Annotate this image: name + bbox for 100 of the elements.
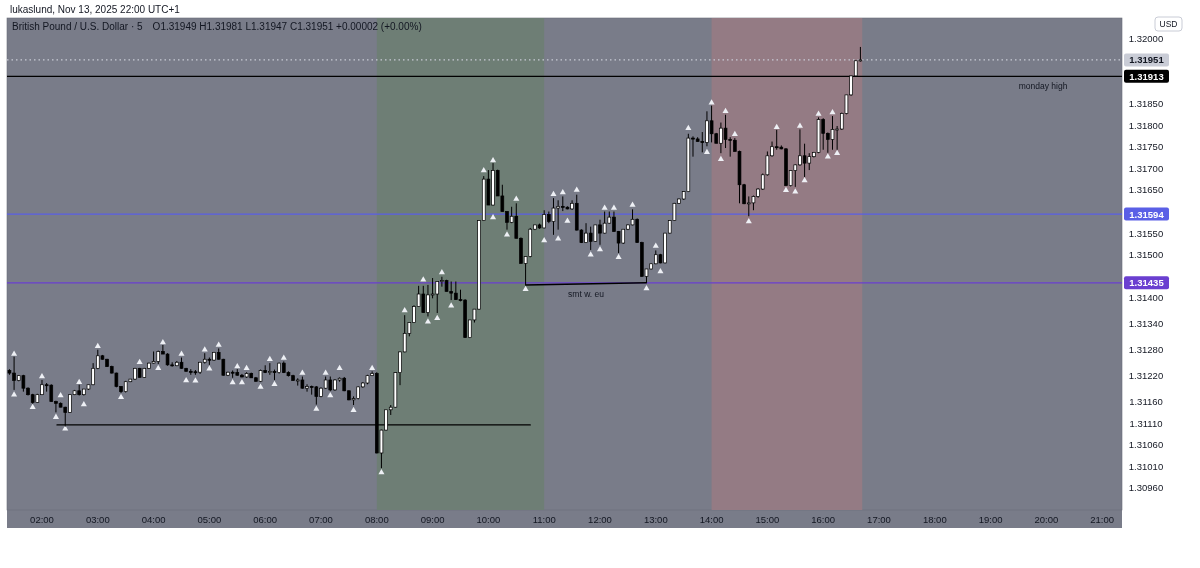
candlestick [314, 385, 319, 406]
point [350, 406, 357, 412]
ref-line-label: 1.31594 [1129, 208, 1165, 220]
point [62, 425, 69, 431]
x-tick-label: 07:00 [309, 513, 333, 525]
candlestick [723, 114, 728, 149]
x-tick-label: 17:00 [867, 513, 891, 525]
point [480, 166, 487, 173]
x-tick-label: 12:00 [588, 513, 612, 525]
point [438, 268, 445, 275]
ref-line-label: 1.31435 [1129, 277, 1165, 289]
y-tick-label: 1.31550 [1128, 227, 1164, 239]
point [52, 413, 59, 419]
point [118, 393, 125, 400]
point [29, 403, 36, 409]
point [782, 186, 790, 193]
point [717, 155, 724, 162]
point [336, 364, 343, 371]
point [299, 369, 306, 375]
point [815, 110, 822, 116]
y-tick-label: 1.31850 [1128, 98, 1164, 110]
chart-subtitle: O1.31949 H1.31981 L1.31947 C1.31951 +0.00002 (+0.00%) [152, 20, 422, 32]
y-tick-label: 1.31650 [1128, 184, 1164, 196]
y-tick-label: 1.31110 [1129, 417, 1163, 429]
point [155, 364, 162, 371]
point [652, 242, 659, 248]
y-tick-label: 1.31220 [1128, 370, 1164, 382]
point [243, 364, 250, 371]
point [183, 376, 190, 383]
y-tick-label: 1.31800 [1128, 119, 1164, 131]
x-tick-label: 16:00 [811, 513, 836, 525]
point [643, 284, 650, 291]
y-tick-label: 1.31280 [1128, 344, 1164, 356]
point [322, 369, 329, 375]
x-tick-label: 19:00 [978, 513, 1003, 525]
point [731, 130, 738, 136]
y-axis-title: USD [1159, 19, 1178, 29]
point [94, 342, 101, 349]
point [369, 364, 376, 371]
x-tick-label: 08:00 [364, 513, 389, 525]
x-tick-label: 20:00 [1034, 513, 1059, 525]
point [513, 195, 520, 201]
point [522, 285, 529, 292]
y-tick-label: 1.31400 [1128, 292, 1164, 304]
point [192, 377, 199, 383]
point [11, 350, 18, 356]
y-tick-label: 1.31340 [1128, 318, 1164, 330]
annotation: monday high [1018, 81, 1068, 92]
point [266, 355, 273, 361]
point [136, 358, 143, 365]
x-tick-label: 18:00 [922, 513, 947, 525]
candlestick [602, 211, 607, 235]
point [280, 354, 287, 360]
point [234, 363, 241, 369]
x-tick-label: 10:00 [476, 513, 501, 525]
y-tick-label: 1.31500 [1128, 249, 1164, 261]
point [722, 107, 729, 114]
x-tick-label: 02:00 [30, 513, 54, 525]
point [401, 306, 408, 313]
point [434, 314, 441, 320]
y-tick-label: 1.32000 [1128, 33, 1164, 45]
point [796, 122, 803, 128]
point [178, 350, 185, 356]
point [601, 204, 608, 210]
x-tick-label: 15:00 [755, 513, 780, 525]
point [559, 189, 566, 195]
y-tick-label: 1.30960 [1128, 482, 1164, 494]
x-tick-label: 13:00 [643, 513, 668, 525]
point [420, 276, 427, 282]
x-tick-label: 14:00 [699, 513, 724, 525]
y-tick-label: 1.31060 [1128, 439, 1164, 451]
point [629, 201, 636, 207]
point [573, 186, 580, 192]
y-tick-label: 1.31750 [1128, 141, 1164, 153]
point [745, 217, 752, 224]
point [564, 217, 571, 223]
x-tick-label: 04:00 [141, 513, 166, 525]
point [271, 380, 278, 387]
candlestick [830, 115, 835, 151]
candlestick [421, 285, 426, 314]
point [801, 176, 808, 183]
point [503, 231, 511, 237]
x-tick-label: 03:00 [85, 513, 110, 525]
ref-line-label: 1.31913 [1129, 70, 1164, 82]
candlestick [588, 226, 593, 251]
point [327, 392, 334, 398]
point [773, 123, 780, 130]
x-tick-label: 21:00 [1090, 513, 1115, 525]
x-tick-label: 06:00 [253, 513, 278, 525]
point [685, 124, 692, 130]
candlestick [709, 105, 714, 143]
point [76, 378, 83, 384]
ref-line-label: 1.31951 [1129, 54, 1165, 66]
candlestick [551, 197, 556, 236]
chart-title: British Pound / U.S. Dollar · 5 [12, 20, 144, 32]
point [206, 365, 213, 371]
point [159, 338, 166, 345]
y-tick-label: 1.31160 [1129, 396, 1163, 408]
point [215, 341, 222, 347]
annotation: smt w. eu [568, 289, 605, 300]
